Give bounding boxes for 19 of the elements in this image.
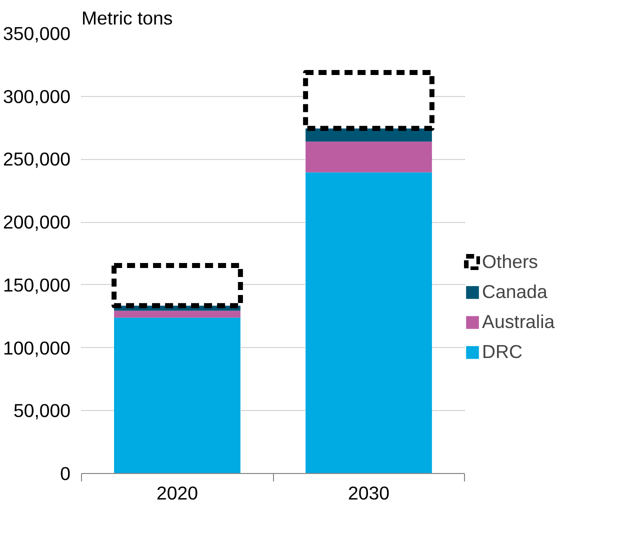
y-tick-label: 250,000	[3, 148, 71, 170]
x-tick-label: 2030	[348, 482, 390, 504]
legend-label: Canada	[482, 281, 548, 303]
bar	[306, 142, 432, 172]
y-tick-label: 150,000	[3, 274, 71, 296]
legend-label: DRC	[482, 341, 522, 363]
y-axis-title: Metric tons	[82, 8, 173, 28]
y-tick-label: 0	[60, 463, 71, 484]
y-tick-label: 100,000	[3, 337, 71, 358]
y-tick-label: 300,000	[3, 86, 71, 107]
bar	[114, 318, 240, 474]
bar	[306, 172, 432, 474]
bar	[114, 310, 240, 318]
y-tick-label: 350,000	[3, 23, 71, 44]
x-tick-label: 2020	[156, 482, 198, 504]
legend-label: Others	[482, 251, 538, 273]
y-tick-label: 200,000	[3, 212, 71, 233]
legend-label: Australia	[482, 311, 555, 333]
y-tick-label: 50,000	[13, 400, 70, 422]
